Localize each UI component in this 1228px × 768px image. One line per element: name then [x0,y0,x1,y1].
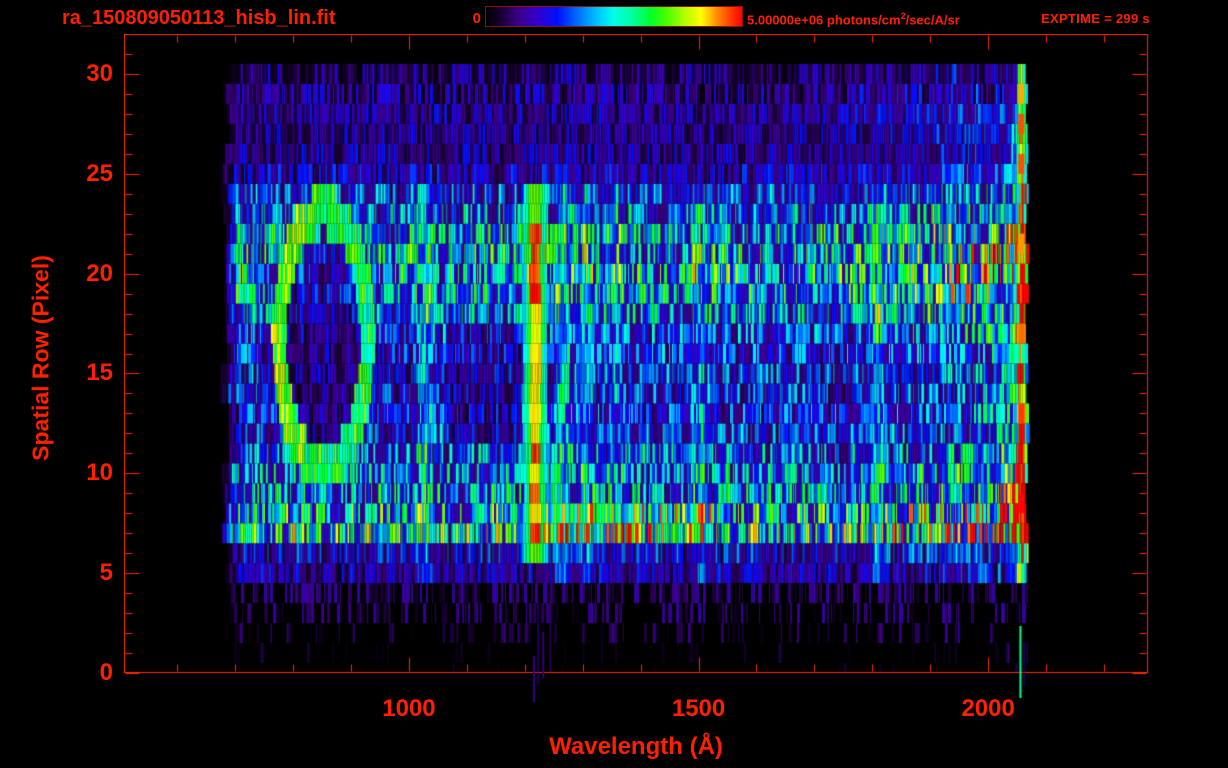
x-tick-label: 2000 [961,695,1015,722]
x-axis-title: Wavelength (Å) [549,733,723,760]
exposure-time-label: EXPTIME = 299 s [1041,11,1150,26]
colorbar-gradient [485,6,743,27]
colorbar-max-label: 5.00000e+06 photons/cm2/sec/A/sr [747,11,960,27]
colorbar-unit-superscript: 2 [900,11,906,21]
y-tick-label: 10 [86,459,113,487]
y-tick-label: 5 [99,559,113,587]
y-tick-label: 20 [86,259,113,287]
x-tick-label: 1000 [382,695,436,722]
y-tick-label: 25 [86,159,113,187]
colorbar-min-label: 0 [472,10,481,27]
y-tick-label: 0 [99,659,113,686]
colorbar-max-value: 5.00000e+06 photons/cm [747,12,901,28]
spectrum-canvas [124,34,1149,734]
x-tick-label: 1500 [671,695,726,722]
colorbar-unit-suffix: /sec/A/sr [905,12,960,28]
y-tick-label: 30 [86,59,113,87]
y-axis-title: Spatial Row (Pixel) [27,255,54,461]
y-tick-label: 15 [86,359,113,387]
file-title: ra_150809050113_hisb_lin.fit [62,7,336,29]
